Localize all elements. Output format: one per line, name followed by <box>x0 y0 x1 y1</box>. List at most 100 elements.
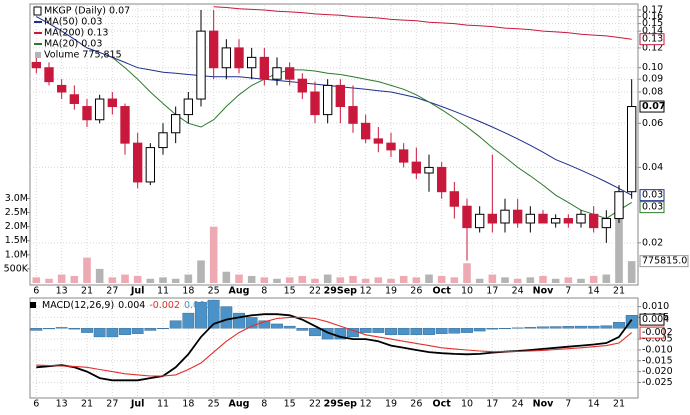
last-value-box <box>639 313 665 326</box>
candle-body <box>474 213 485 229</box>
volume-bar <box>361 278 370 283</box>
macd-histogram-bar <box>397 328 410 335</box>
x-tick-label: Nov <box>533 286 554 297</box>
y-tick-label: 0.08 <box>642 87 663 98</box>
candle-body <box>348 106 358 124</box>
x-tick-label: 11 <box>157 399 169 410</box>
candle-body <box>246 56 257 69</box>
candle-body <box>284 67 295 80</box>
y-tick-label: -0.010 <box>642 344 673 355</box>
legend-label: Volume 775,815 <box>44 50 122 61</box>
legend-swatch <box>35 52 41 58</box>
x-tick-label: 14 <box>588 399 600 410</box>
legend-part: 0.004 <box>118 300 145 311</box>
x-tick-label: 14 <box>588 286 600 297</box>
last-value-box <box>639 100 665 113</box>
volume-bar <box>501 277 509 283</box>
macd-histogram-bar <box>245 317 258 329</box>
volume-bar <box>209 226 218 283</box>
volume-bar <box>32 277 41 283</box>
volume-bar <box>197 260 205 283</box>
volume-bar <box>577 278 585 283</box>
volume-bar <box>615 201 623 283</box>
macd-histogram-bar <box>169 320 182 329</box>
macd-histogram-bar <box>81 328 93 333</box>
volume-bar <box>412 277 421 283</box>
volume-bar <box>602 274 611 283</box>
volume-bar <box>184 274 193 283</box>
macd-histogram-bar <box>372 328 385 333</box>
x-tick-label: Oct <box>433 286 452 297</box>
legend-swatch <box>34 21 42 23</box>
candle-body <box>310 91 320 116</box>
x-tick-label: 17 <box>486 286 498 297</box>
macd-histogram-bar <box>359 328 372 333</box>
macd-line <box>36 316 633 377</box>
macd-histogram-bar <box>220 306 233 329</box>
volume-bar <box>260 277 269 283</box>
macd-histogram-bar <box>600 325 613 329</box>
x-tick-label: Aug <box>229 399 250 410</box>
macd-histogram-bar <box>334 328 347 340</box>
volume-last-box <box>639 255 689 268</box>
volume-bar <box>57 274 66 283</box>
macd-histogram-bar <box>423 328 435 335</box>
x-tick-label: 26 <box>410 399 422 410</box>
candle-body <box>424 166 434 174</box>
volume-tick-label: 2.0M <box>5 221 28 232</box>
volume-bar <box>95 268 104 283</box>
x-tick-label: 15 <box>284 286 296 297</box>
x-tick-label: 19 <box>385 399 397 410</box>
macd-histogram-bar <box>575 325 587 329</box>
candle-body <box>436 166 447 193</box>
volume-bar <box>513 278 522 283</box>
volume-bar <box>551 278 560 283</box>
volume-bar <box>83 257 91 283</box>
candle-body <box>626 106 637 193</box>
candle-body <box>297 78 308 93</box>
price-panel-frame <box>29 3 639 286</box>
volume-tick-label: 3.0M <box>5 193 28 204</box>
x-tick-label: 11 <box>157 286 169 297</box>
x-tick-label: Nov <box>533 399 554 410</box>
macd-histogram-bar <box>587 325 600 329</box>
y-tick-label: 0.14 <box>642 26 663 37</box>
x-tick-label: 17 <box>486 399 498 410</box>
x-tick-label: Aug <box>229 286 250 297</box>
x-tick-label: 8 <box>261 286 267 297</box>
candle-body <box>82 106 92 121</box>
last-value-box <box>639 189 665 202</box>
x-tick-label: 24 <box>512 399 524 410</box>
macd-histogram-bar <box>410 328 423 335</box>
x-tick-label: 10 <box>461 399 473 410</box>
legend-part: MACD(12,26,9) <box>42 300 114 311</box>
volume-bar <box>311 278 319 283</box>
candle-body <box>132 142 143 183</box>
y-tick-label: -0.015 <box>642 355 673 366</box>
macd-histogram-bar <box>157 328 169 329</box>
volume-bar <box>526 277 535 283</box>
x-tick-label: 12 <box>360 286 372 297</box>
legend-label: MA(200) 0.13 <box>44 28 108 39</box>
candle-body <box>487 213 498 224</box>
last-value-label: -0.002 <box>642 327 673 338</box>
volume-bar <box>273 278 281 283</box>
macd-histogram-bar <box>562 326 575 329</box>
macd-histogram-bar <box>43 328 55 330</box>
x-tick-label: 25 <box>208 286 220 297</box>
x-tick-label: 21 <box>613 399 625 410</box>
candle-body <box>601 218 612 229</box>
volume-bar <box>450 277 459 283</box>
y-tick-label: -0.025 <box>642 377 673 388</box>
legend-swatch <box>30 302 36 308</box>
volume-bar <box>437 275 446 283</box>
candle-body <box>145 147 156 183</box>
volume-bar <box>133 275 142 283</box>
volume-bar <box>349 275 357 283</box>
volume-tick-label: 1.5M <box>5 235 28 246</box>
volume-bar <box>399 275 408 283</box>
x-tick-label: 21 <box>81 399 93 410</box>
candle-body <box>170 114 181 134</box>
macd-histogram-bar <box>283 325 296 329</box>
